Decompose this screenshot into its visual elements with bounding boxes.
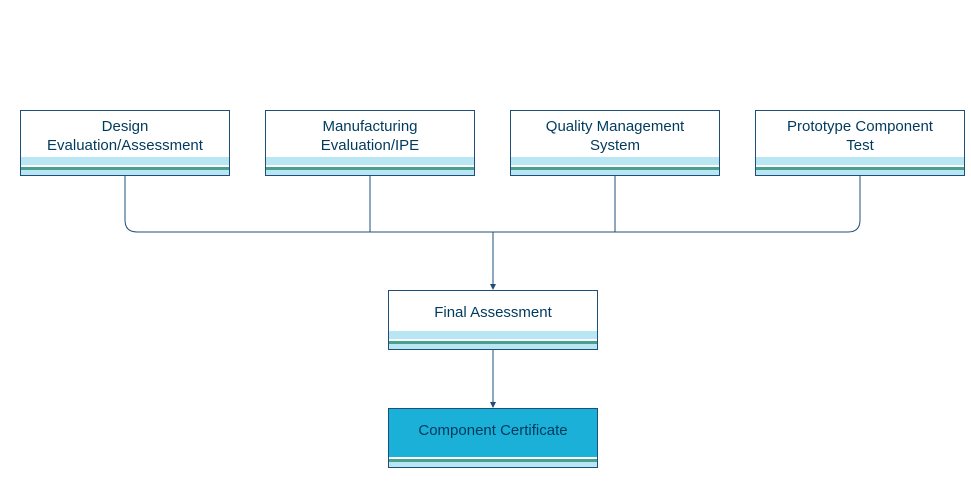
node-certificate-label: Component Certificate	[410, 409, 575, 448]
node-prototype-label: Prototype Component Test	[779, 111, 941, 156]
node-prototype-stripes	[756, 156, 964, 175]
node-final-label: Final Assessment	[426, 291, 560, 330]
node-design-stripes	[21, 156, 229, 175]
node-design-label: Design Evaluation/Assessment	[39, 111, 211, 156]
node-design: Design Evaluation/Assessment	[20, 110, 230, 176]
node-manufacturing: Manufacturing Evaluation/IPE	[265, 110, 475, 176]
node-quality-label: Quality Management System	[538, 111, 692, 156]
node-certificate-stripes	[389, 448, 597, 467]
node-prototype: Prototype Component Test	[755, 110, 965, 176]
node-final: Final Assessment	[388, 290, 598, 350]
node-certificate: Component Certificate	[388, 408, 598, 468]
node-quality-stripes	[511, 156, 719, 175]
node-manufacturing-label: Manufacturing Evaluation/IPE	[313, 111, 427, 156]
node-manufacturing-stripes	[266, 156, 474, 175]
node-final-stripes	[389, 330, 597, 349]
connector-merge-bus	[125, 176, 860, 232]
node-quality: Quality Management System	[510, 110, 720, 176]
